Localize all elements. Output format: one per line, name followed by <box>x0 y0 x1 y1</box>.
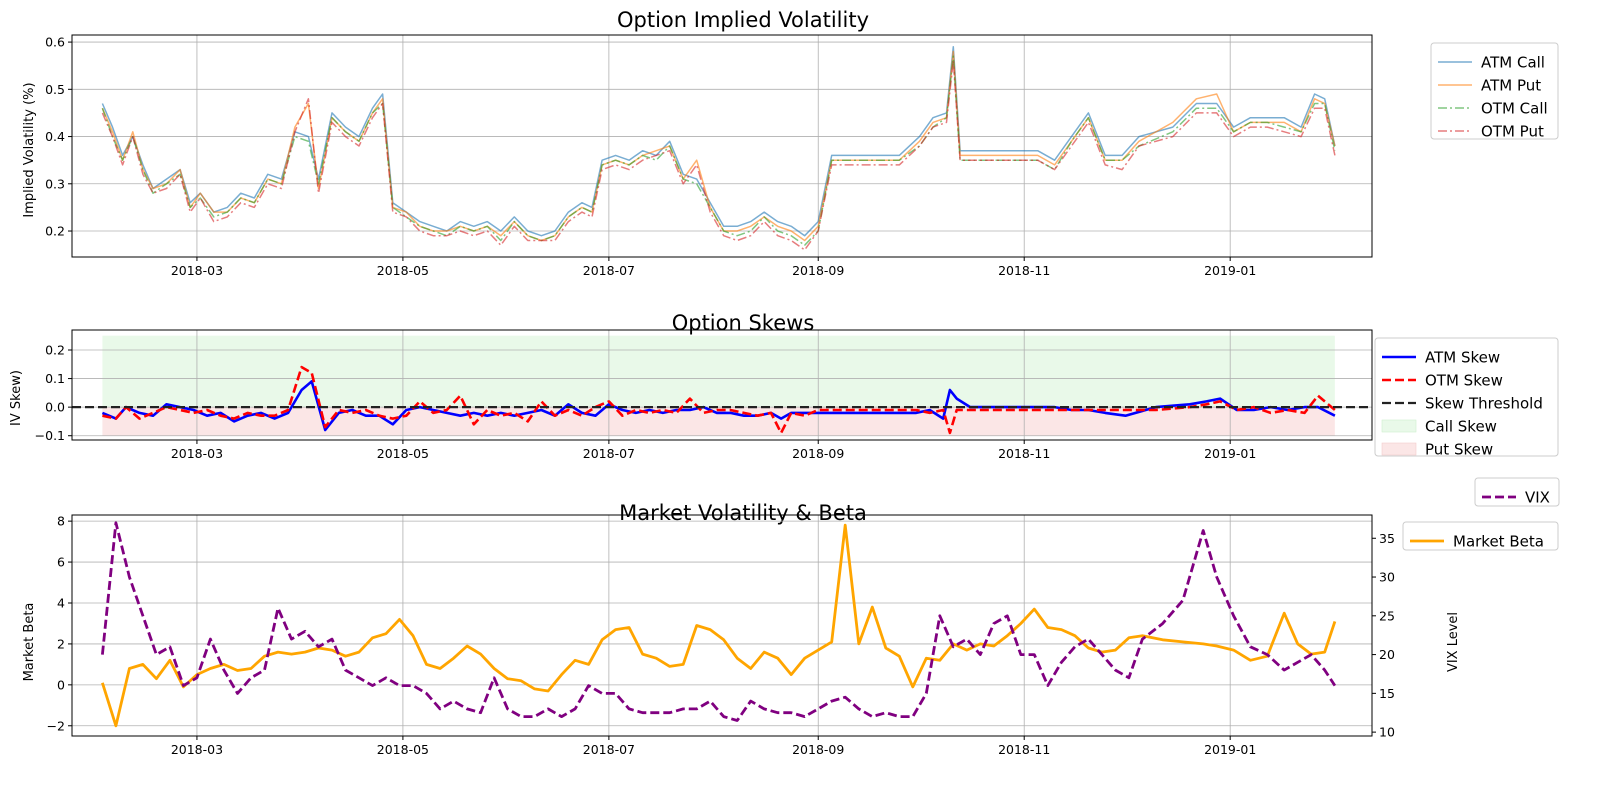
skew-legend: ATM Skew OTM Skew Skew Threshold Call Skew P… <box>1374 337 1559 459</box>
iv-ylabel: Implied Volatility (%) <box>22 82 37 217</box>
beta-legend-frame <box>1402 521 1559 551</box>
y-tick-label: −0.1 <box>35 428 65 443</box>
y-tick-label: 8 <box>57 514 65 529</box>
market-axes-frame <box>71 514 1373 737</box>
iv-legend: ATM Call ATM Put OTM Call OTM Put <box>1430 42 1559 141</box>
y-right-tick-label: 25 <box>1379 608 1395 623</box>
otm-put-line <box>101 60 1336 251</box>
x-tick-label: 2019-01 <box>1204 263 1256 278</box>
market-beta-line <box>101 523 1337 728</box>
beta-ylabel: Market Beta <box>22 603 37 682</box>
iv-panel: Option Implied Volatility Implied Volati… <box>22 8 869 218</box>
y-right-tick-label: 15 <box>1379 686 1395 701</box>
iv-axes-frame <box>71 34 1373 258</box>
y-tick-label: 0.1 <box>45 371 65 386</box>
y-tick-label: 0.2 <box>45 224 65 239</box>
y-right-tick-label: 20 <box>1379 647 1395 662</box>
legend-label: ATM Put <box>1481 77 1541 95</box>
legend-label: ATM Call <box>1481 54 1545 72</box>
legend-label: OTM Skew <box>1425 372 1503 390</box>
legend-label: Call Skew <box>1425 418 1497 436</box>
y-tick-label: 6 <box>57 555 65 570</box>
call-skew-band <box>102 335 1335 408</box>
skew-panel: Option Skews IV Skew) <box>9 311 814 426</box>
x-tick-label: 2018-05 <box>377 742 429 757</box>
panel-0-axes: 2018-03 2018-05 2018-07 2018-09 2018-11 2019-… <box>45 34 1373 278</box>
legend-label: OTM Call <box>1481 100 1548 118</box>
iv-legend-frame <box>1430 42 1559 140</box>
beta-legend: Market Beta <box>1402 521 1559 551</box>
x-tick-label: 2018-07 <box>583 742 635 757</box>
skew-bands <box>102 335 1335 436</box>
x-tick-label: 2018-09 <box>792 263 844 278</box>
panel-2-axes: 2018-03 2018-05 2018-07 2018-09 2018-11 2019-… <box>47 514 1395 757</box>
legend-label: OTM Put <box>1481 123 1544 141</box>
y-tick-label: 0.6 <box>45 35 65 50</box>
vix-legend-frame <box>1474 477 1560 507</box>
legend-label: Put Skew <box>1425 441 1493 459</box>
vix-line <box>101 521 1337 722</box>
x-tick-label: 2018-11 <box>998 263 1050 278</box>
x-tick-label: 2018-05 <box>377 446 429 461</box>
skew-title: Option Skews <box>672 311 815 335</box>
x-tick-label: 2018-09 <box>792 446 844 461</box>
skew-legend-frame <box>1374 337 1559 457</box>
x-tick-label: 2018-03 <box>171 446 223 461</box>
x-tick-label: 2019-01 <box>1204 742 1256 757</box>
x-tick-label: 2019-01 <box>1204 446 1256 461</box>
legend-swatch <box>1381 419 1417 433</box>
vix-ylabel: VIX Level <box>1446 612 1461 672</box>
y-tick-label: 0.5 <box>45 82 65 97</box>
legend-label: Skew Threshold <box>1425 395 1543 413</box>
legend-label: Market Beta <box>1453 533 1544 551</box>
skew-ylabel: IV Skew) <box>9 370 24 426</box>
y-right-tick-label: 30 <box>1379 570 1395 585</box>
skew-axes-frame <box>71 329 1373 441</box>
y-tick-label: 0 <box>57 677 65 692</box>
y-tick-label: 4 <box>57 595 65 610</box>
y-tick-label: −2 <box>47 718 65 733</box>
y-tick-label: 0.2 <box>45 343 65 358</box>
y-right-tick-label: 35 <box>1379 531 1395 546</box>
x-tick-label: 2018-09 <box>792 742 844 757</box>
iv-title: Option Implied Volatility <box>617 8 869 32</box>
x-tick-label: 2018-07 <box>583 263 635 278</box>
y-tick-label: 0.3 <box>45 176 65 191</box>
y-tick-label: 0.0 <box>45 400 65 415</box>
legend-swatch <box>1381 442 1417 456</box>
otm-call-line <box>101 55 1336 246</box>
y-tick-label: 2 <box>57 636 65 651</box>
atm-call-line <box>101 46 1336 237</box>
x-tick-label: 2018-05 <box>377 263 429 278</box>
y-right-tick-label: 10 <box>1379 725 1395 740</box>
x-tick-label: 2018-11 <box>998 742 1050 757</box>
atm-skew-line <box>101 380 1336 432</box>
legend-label: ATM Skew <box>1425 349 1500 367</box>
legend-label: VIX <box>1525 489 1550 507</box>
x-tick-label: 2018-07 <box>583 446 635 461</box>
x-tick-label: 2018-03 <box>171 263 223 278</box>
panel-1-axes: 2018-03 2018-05 2018-07 2018-09 2018-11 2019-… <box>35 329 1373 461</box>
x-tick-label: 2018-03 <box>171 742 223 757</box>
vix-legend: VIX <box>1474 477 1560 507</box>
y-tick-label: 0.4 <box>45 129 65 144</box>
x-tick-label: 2018-11 <box>998 446 1050 461</box>
